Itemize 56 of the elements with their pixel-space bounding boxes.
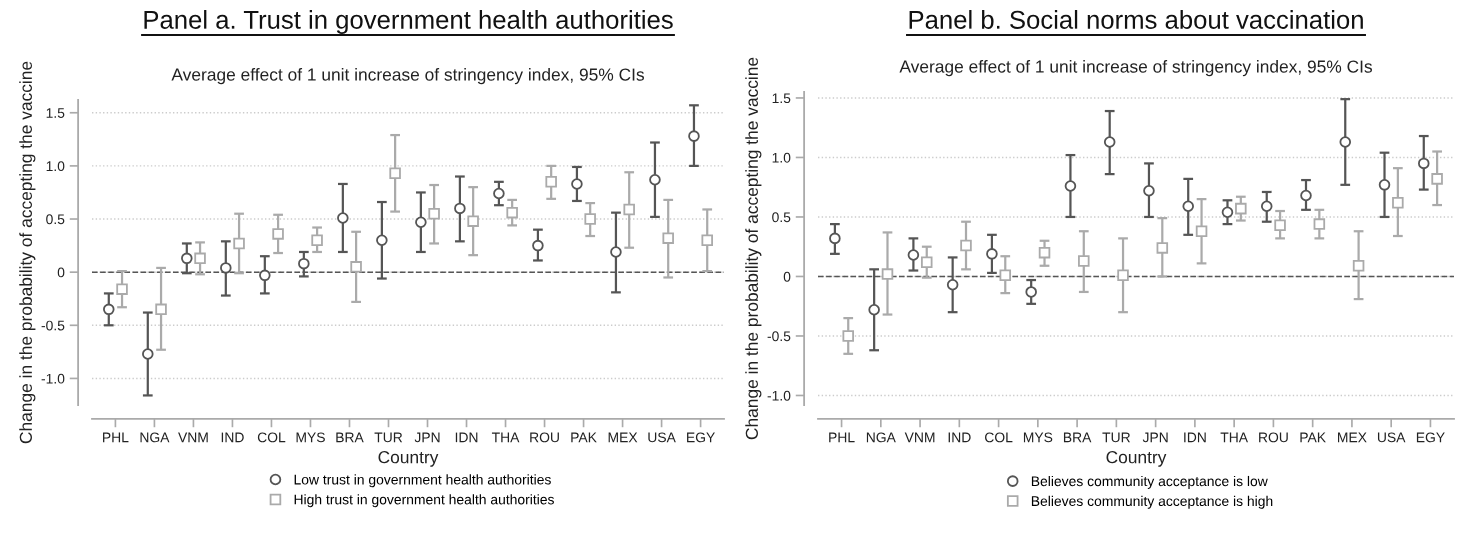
y-tick-label: -0.5 xyxy=(41,320,65,331)
x-tick-label: MEX xyxy=(1338,432,1367,443)
y-axis-title: Change in the probability of accepting the vaccine xyxy=(19,61,36,444)
x-tick-label: NGA xyxy=(866,432,896,443)
x-tick-label: IND xyxy=(221,432,244,443)
x-tick-label: TUR xyxy=(1102,432,1130,443)
x-tick-label: THA xyxy=(1220,432,1249,443)
x-tick-label: IND xyxy=(948,432,971,443)
y-tick-label: 1.0 xyxy=(46,161,65,172)
x-tick-label: MEX xyxy=(608,432,638,443)
x-tick-label: ROU xyxy=(530,432,559,443)
x-tick-label: PHL xyxy=(829,432,855,443)
x-tick-label: EGY xyxy=(687,432,715,443)
y-tick-label: -1.0 xyxy=(41,373,65,384)
y-tick-label: 0 xyxy=(783,271,791,282)
legend-label: Believes community acceptance is low xyxy=(1031,475,1268,489)
x-tick-label: PHL xyxy=(103,432,129,443)
x-tick-label: JPN xyxy=(1142,432,1168,443)
y-tick-label: 1.5 xyxy=(46,108,65,118)
y-axis-title: Change in the probability of accepting the vaccine xyxy=(745,57,762,440)
x-tick-label: PAK xyxy=(571,432,597,443)
x-tick-label: USA xyxy=(648,432,676,443)
chart-subtitle: Average effect of 1 unit increase of stringency index, 95% CIs xyxy=(899,59,1372,77)
x-tick-label: COL xyxy=(985,432,1013,443)
chart-title: Panel b. Social norms about vaccination xyxy=(909,10,1363,29)
x-tick-label: NGA xyxy=(140,432,170,443)
x-tick-label: BRA xyxy=(1063,432,1092,443)
x-tick-label: VNM xyxy=(178,432,208,443)
x-tick-label: EGY xyxy=(1416,432,1445,443)
x-tick-label: MYS xyxy=(296,432,325,443)
x-tick-label: BRA xyxy=(336,432,364,443)
x-tick-label: IDN xyxy=(455,432,478,443)
y-tick-label: -1.0 xyxy=(767,390,791,401)
legend-label: Low trust in government health authorities xyxy=(294,474,551,488)
x-axis-title: Country xyxy=(1106,451,1167,467)
chart-subtitle: Average effect of 1 unit increase of stringency index, 95% CIs xyxy=(171,67,644,85)
legend-label: High trust in government health authorities xyxy=(294,494,554,508)
x-tick-label: TUR xyxy=(374,432,403,443)
x-tick-label: JPN xyxy=(414,432,440,443)
legend-label: Believes community acceptance is high xyxy=(1031,495,1273,509)
chart-title: Panel a. Trust in government health authorities xyxy=(144,10,673,34)
x-tick-label: VNM xyxy=(904,432,935,443)
x-tick-label: USA xyxy=(1377,432,1406,443)
x-tick-label: COL xyxy=(257,432,286,443)
y-tick-label: -0.5 xyxy=(767,331,791,342)
x-tick-label: ROU xyxy=(1259,432,1288,443)
y-tick-label: 0.5 xyxy=(772,212,791,223)
x-axis-title: Country xyxy=(378,451,439,467)
y-tick-label: 1.5 xyxy=(772,93,791,104)
y-tick-label: 0.5 xyxy=(46,214,65,225)
y-tick-label: 0 xyxy=(57,267,65,278)
x-tick-label: IDN xyxy=(1184,432,1206,443)
x-tick-label: THA xyxy=(491,432,520,443)
x-tick-label: MYS xyxy=(1023,432,1053,443)
x-tick-label: PAK xyxy=(1300,432,1326,443)
y-tick-label: 1.0 xyxy=(772,152,791,163)
